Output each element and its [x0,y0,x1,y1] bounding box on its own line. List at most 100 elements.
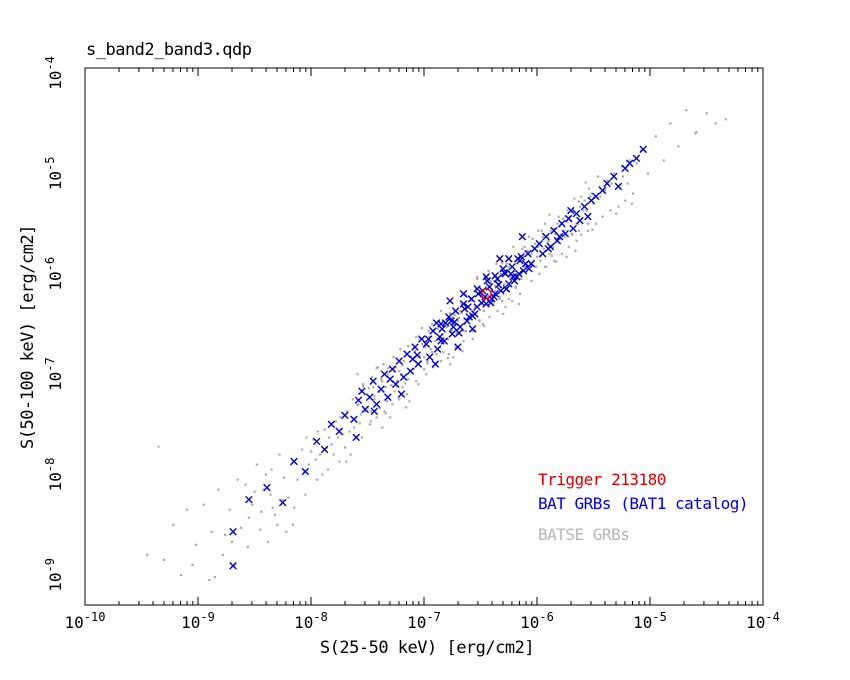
batse-point [458,332,461,336]
bat-point [542,232,550,241]
batse-point [364,393,367,396]
batse-point [485,285,488,289]
batse-point [519,292,522,296]
batse-point [453,313,456,317]
batse-point [361,385,365,388]
legend-entry-batse-grbs: BATSE GRBs [538,525,630,544]
bat-point [450,318,459,326]
batse-point [260,510,263,513]
batse-point [417,383,420,386]
batse-point [724,118,727,121]
y-tick-label: 10-4 [43,56,65,90]
batse-point [428,325,431,329]
batse-point [500,261,504,264]
batse-point [424,346,427,349]
batse-point [617,205,620,208]
batse-point [194,543,197,546]
batse-point [677,145,680,148]
bat-point [468,325,477,333]
batse-point [560,252,564,255]
batse-point [523,245,526,248]
batse-point [578,205,582,208]
bat-point [521,259,530,268]
batse-point [580,195,583,198]
batse-point [343,446,347,449]
batse-point [526,249,530,252]
batse-point [398,398,401,401]
batse-point [296,478,299,481]
batse-point [476,277,479,280]
batse-point [415,380,418,383]
batse-point [543,222,547,225]
batse-point [464,329,468,333]
bat-point [384,393,392,402]
batse-point [418,355,421,358]
batse-point [505,262,508,265]
batse-point [395,380,399,383]
batse-point [654,135,657,138]
batse-point [356,404,359,407]
batse-point [404,406,408,409]
bat-point [632,154,641,163]
batse-point [512,245,515,248]
batse-point [390,384,393,387]
bat-point [413,351,422,359]
batse-point [606,179,609,182]
bat-point [438,325,446,333]
batse-point [427,329,430,333]
batse-point [239,526,243,529]
batse-point [264,473,267,476]
batse-point [300,448,304,451]
batse-point [539,259,542,262]
batse-point [371,376,374,379]
batse-point [564,235,567,238]
batse-point [408,400,411,403]
batse-point [180,573,183,577]
batse-point [386,373,390,376]
bat-point [365,393,374,402]
batse-point [444,323,447,327]
batse-point [406,393,409,396]
bat-point [397,390,406,399]
batse-point [542,247,545,250]
y-tick-label: 10-5 [43,157,65,191]
batse-point [567,245,570,248]
bat-point [509,272,518,281]
batse-point [528,235,531,238]
batse-point [337,436,340,439]
batse-point [546,241,549,244]
batse-point [516,275,519,278]
batse-point [361,383,365,386]
bat-point [399,373,408,381]
bat-point [584,212,592,221]
batse-point [612,172,616,175]
batse-point [312,438,315,441]
batse-point [503,282,506,286]
batse-point [401,386,404,389]
batse-point [577,200,581,203]
batse-point [603,189,606,192]
batse-point [566,209,569,212]
batse-point [282,476,286,479]
batse-point [534,265,538,268]
batse-point [356,373,359,376]
batse-point [586,222,590,225]
batse-point [451,315,454,319]
batse-point [537,245,540,248]
batse-point [448,363,452,366]
batse-point [550,254,553,257]
bat-point [564,214,573,223]
batse-point [326,468,330,471]
x-tick-label: 10-6 [520,610,554,632]
batse-point [580,233,583,236]
bat-point [625,159,634,168]
bat-point [477,299,486,307]
batse-point [380,378,383,381]
batse-point [305,436,308,439]
batse-point [276,523,279,526]
bat-point [263,483,271,492]
batse-point [597,175,600,178]
batse-point [389,416,392,419]
bat-point [555,232,564,241]
